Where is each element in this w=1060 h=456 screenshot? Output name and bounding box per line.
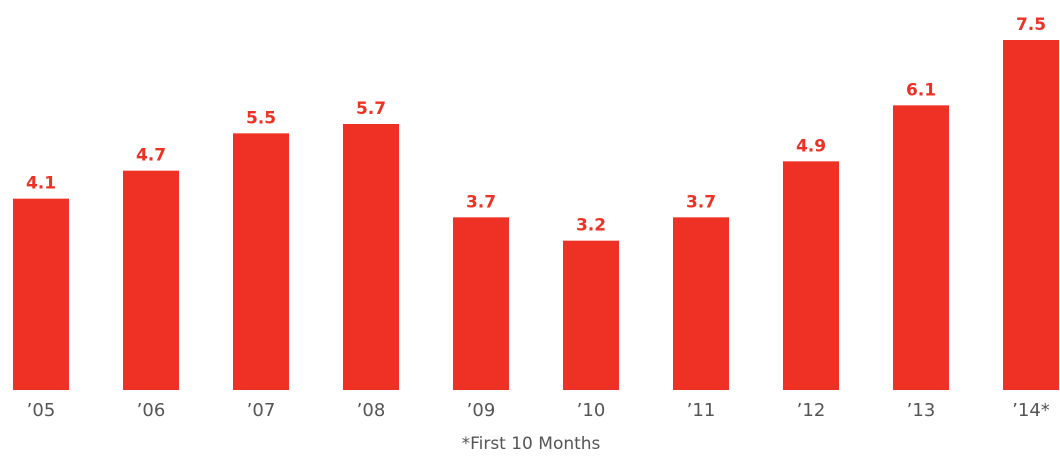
x-tick-label: ’07 bbox=[247, 400, 276, 421]
bar bbox=[123, 170, 179, 390]
value-label: 7.5 bbox=[1016, 15, 1046, 35]
bar bbox=[13, 198, 69, 390]
x-tick-label: ’11 bbox=[687, 400, 716, 421]
value-label: 4.9 bbox=[796, 136, 826, 156]
bar bbox=[453, 217, 509, 390]
value-label: 6.1 bbox=[906, 80, 936, 100]
x-tick-label: ’14* bbox=[1012, 400, 1050, 421]
x-tick-label: ’05 bbox=[27, 400, 56, 421]
x-tick-label: ’10 bbox=[577, 400, 606, 421]
bar bbox=[783, 161, 839, 390]
x-tick-label: ’06 bbox=[137, 400, 166, 421]
bar bbox=[233, 133, 289, 391]
value-label: 4.1 bbox=[26, 174, 56, 194]
x-tick-label: ’12 bbox=[797, 400, 826, 421]
bar bbox=[343, 124, 399, 390]
x-tick-label: ’08 bbox=[357, 400, 386, 421]
bar bbox=[893, 105, 949, 390]
value-label: 3.7 bbox=[466, 192, 496, 212]
chart-note: *First 10 Months bbox=[462, 434, 601, 454]
bar bbox=[673, 217, 729, 390]
value-label: 3.7 bbox=[686, 192, 716, 212]
value-label: 4.7 bbox=[136, 146, 166, 166]
value-label: 3.2 bbox=[576, 216, 606, 236]
x-tick-label: ’09 bbox=[467, 400, 496, 421]
x-tick-label: ’13 bbox=[907, 400, 936, 421]
value-label: 5.5 bbox=[246, 108, 276, 128]
bar bbox=[1003, 40, 1059, 390]
value-label: 5.7 bbox=[356, 99, 386, 119]
bar bbox=[563, 240, 619, 390]
